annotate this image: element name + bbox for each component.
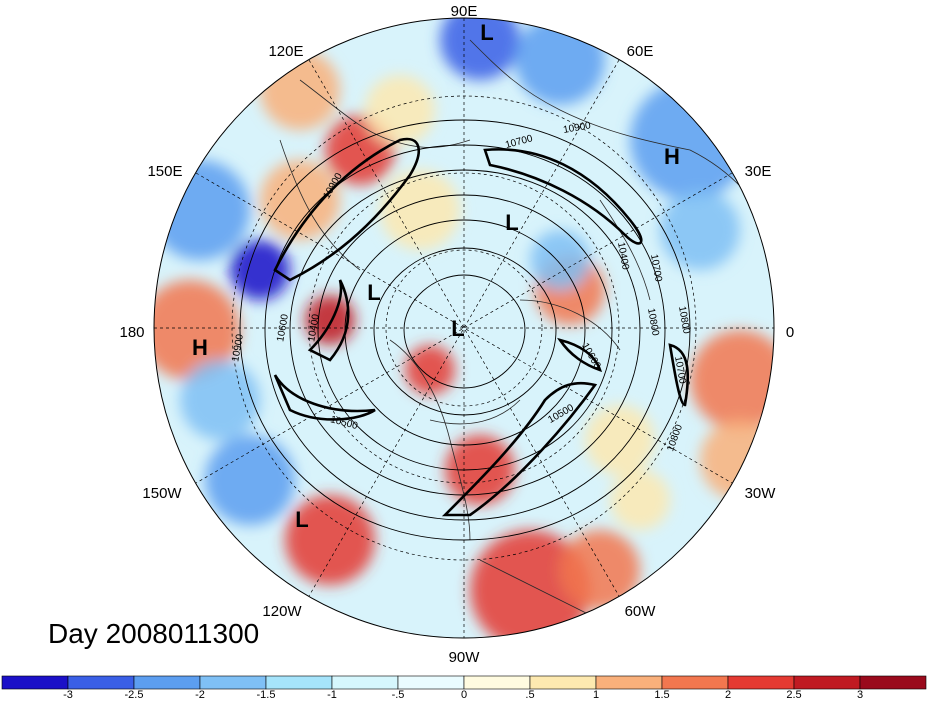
colorbar-tick-label: -1.5 [257, 689, 276, 701]
colorbar-segment [529, 675, 597, 690]
colorbar-tick-label: .5 [525, 689, 534, 701]
longitude-label: 30E [745, 163, 772, 180]
longitude-label: 180 [119, 324, 144, 341]
contour-label: 10600 [275, 313, 291, 343]
contour-label: 10900 [230, 333, 246, 363]
colorbar-tick-label: -1 [327, 689, 337, 701]
colorbar-tick-label: -2 [195, 689, 205, 701]
anomaly-field [154, 18, 774, 638]
longitude-labels: 90E 60E 30E 0 30W 60W 90W 120W 150W 180 150E 120E [119, 3, 794, 666]
colorbar-tick-label: 0 [461, 689, 467, 701]
pressure-marker-low-gulf-alaska: L [295, 507, 308, 532]
pressure-marker-low-east-siberia: L [367, 280, 380, 305]
colorbar-segment [727, 675, 795, 690]
colorbar-tick-label: 2 [725, 689, 731, 701]
contour-label: 10700 [648, 253, 664, 283]
longitude-label: 150E [147, 163, 182, 180]
longitude-label: 60E [627, 43, 654, 60]
colorbar-segment [397, 675, 465, 690]
colorbar-tick-label: -.5 [392, 689, 405, 701]
longitude-label: 60W [625, 603, 657, 620]
pressure-marker-high-europe: H [664, 144, 680, 169]
contour-label: 10700 [672, 355, 688, 385]
colorbar-segment [133, 675, 201, 690]
graticule [154, 18, 774, 638]
longitude-label: 30W [745, 485, 777, 502]
colorbar-segment [199, 675, 267, 690]
colorbar-segment [661, 675, 729, 690]
contour-label: 10400 [615, 241, 631, 271]
map-boundary [153, 17, 775, 639]
colorbar-tick-label: -3 [63, 689, 73, 701]
longitude-label: 150W [142, 485, 182, 502]
longitude-label: 90E [451, 3, 478, 20]
contour-label: 10900 [562, 120, 592, 136]
pressure-marker-low-siberia: L [505, 210, 518, 235]
longitude-label: 120E [268, 43, 303, 60]
colorbar-segment [265, 675, 333, 690]
colorbar-tick-label: -2.5 [125, 689, 144, 701]
longitude-label: 90W [449, 649, 481, 666]
colorbar-segment [67, 675, 135, 690]
colorbar-segment [1, 675, 69, 690]
colorbar-segment [463, 675, 531, 690]
colorbar-segment [859, 675, 927, 690]
longitude-label: 120W [262, 603, 302, 620]
contour-label: 10800 [676, 305, 692, 335]
day-label: Day 2008011300 [48, 618, 260, 649]
colorbar-tick-label: 1 [593, 689, 599, 701]
colorbar-tick-label: 3 [857, 689, 863, 701]
colorbar-segment [595, 675, 663, 690]
pressure-system-markers: L H L L L H L [192, 20, 680, 532]
colorbar-segment [331, 675, 399, 690]
colorbar-tick-label: 1.5 [654, 689, 669, 701]
longitude-label: 0 [786, 324, 794, 341]
contour-label: 10800 [645, 307, 661, 337]
colorbar: -3 -2.5 -2 -1.5 -1 -.5 0 .5 1 1.5 2 2.5 3 [1, 675, 927, 701]
colorbar-segment [793, 675, 861, 690]
contour-label: 10400 [306, 313, 322, 343]
pressure-marker-low-pole: L [451, 316, 464, 341]
pressure-marker-high-pacific: H [192, 335, 208, 360]
colorbar-tick-label: 2.5 [786, 689, 801, 701]
pressure-marker-low-arctic-top: L [480, 20, 493, 45]
